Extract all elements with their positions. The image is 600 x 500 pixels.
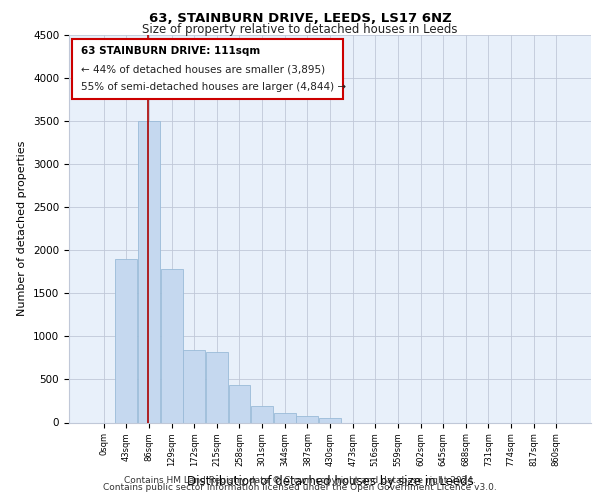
Bar — [115, 259, 137, 422]
Text: 63, STAINBURN DRIVE, LEEDS, LS17 6NZ: 63, STAINBURN DRIVE, LEEDS, LS17 6NZ — [149, 12, 451, 26]
Bar — [251, 406, 273, 422]
Y-axis label: Number of detached properties: Number of detached properties — [17, 141, 28, 316]
Bar — [206, 352, 228, 422]
Bar — [319, 418, 341, 422]
Text: 63 STAINBURN DRIVE: 111sqm: 63 STAINBURN DRIVE: 111sqm — [81, 46, 260, 56]
Text: ← 44% of detached houses are smaller (3,895): ← 44% of detached houses are smaller (3,… — [81, 64, 325, 74]
Text: Contains HM Land Registry data © Crown copyright and database right 2024.: Contains HM Land Registry data © Crown c… — [124, 476, 476, 485]
Bar — [161, 269, 182, 422]
Bar — [229, 386, 250, 422]
Text: Contains public sector information licensed under the Open Government Licence v3: Contains public sector information licen… — [103, 484, 497, 492]
Bar — [296, 416, 319, 422]
X-axis label: Distribution of detached houses by size in Leeds: Distribution of detached houses by size … — [187, 474, 473, 488]
Bar — [183, 350, 205, 422]
Bar — [274, 412, 296, 422]
Text: 55% of semi-detached houses are larger (4,844) →: 55% of semi-detached houses are larger (… — [81, 82, 346, 92]
Bar — [138, 121, 160, 422]
FancyBboxPatch shape — [71, 39, 343, 99]
Text: Size of property relative to detached houses in Leeds: Size of property relative to detached ho… — [142, 22, 458, 36]
